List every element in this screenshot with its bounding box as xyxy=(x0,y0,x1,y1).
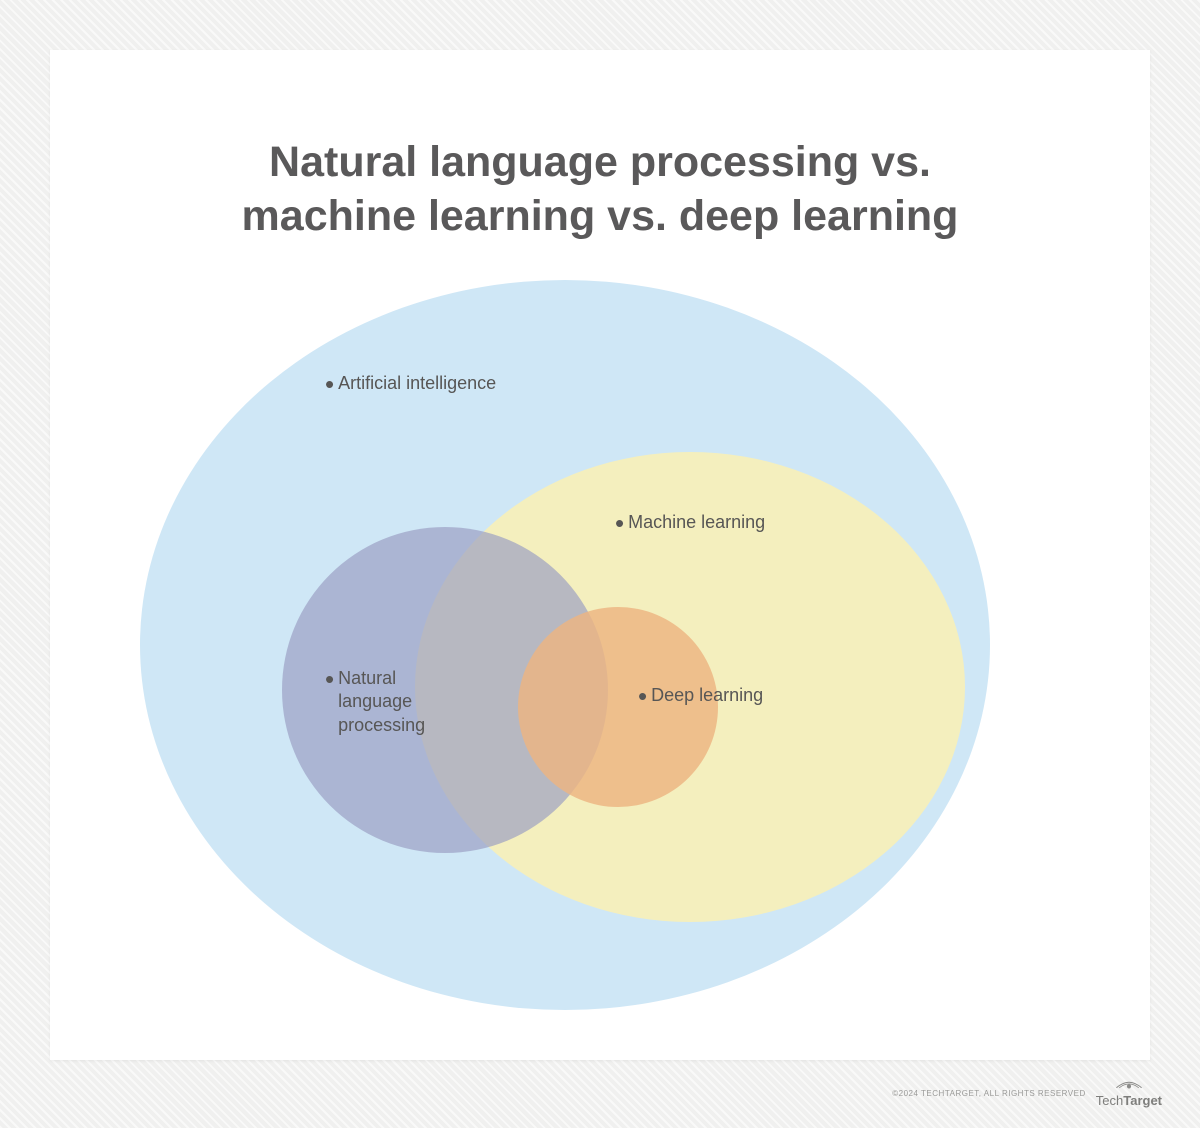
label-ai: •Artificial intelligence xyxy=(325,372,496,395)
label-nlp-text-2: language xyxy=(338,691,412,711)
footer: ©2024 TechTarget, All Rights Reserved Te… xyxy=(892,1078,1162,1108)
bullet-icon: • xyxy=(325,369,334,399)
label-ml-text: Machine learning xyxy=(628,512,765,532)
brand-bold: Target xyxy=(1123,1093,1162,1108)
bullet-icon: • xyxy=(638,681,647,711)
bullet-icon: • xyxy=(325,664,334,694)
page-background: Natural language processing vs. machine … xyxy=(0,0,1200,1128)
brand-name: TechTarget xyxy=(1096,1093,1162,1108)
bullet-icon: • xyxy=(615,508,624,538)
copyright-text: ©2024 TechTarget, All Rights Reserved xyxy=(892,1089,1086,1098)
brand-logo: TechTarget xyxy=(1096,1078,1162,1108)
label-nlp-text-1: Natural xyxy=(338,668,396,688)
label-dl: •Deep learning xyxy=(638,684,763,707)
venn-diagram: •Artificial intelligence •Machine learni… xyxy=(50,50,1150,1060)
eye-icon xyxy=(1115,1078,1143,1092)
label-dl-text: Deep learning xyxy=(651,685,763,705)
content-card: Natural language processing vs. machine … xyxy=(50,50,1150,1060)
label-ai-text: Artificial intelligence xyxy=(338,373,496,393)
label-ml: •Machine learning xyxy=(615,511,765,534)
label-nlp: •Natural •language •processing xyxy=(325,667,425,737)
label-nlp-text-3: processing xyxy=(338,715,425,735)
brand-prefix: Tech xyxy=(1096,1093,1123,1108)
